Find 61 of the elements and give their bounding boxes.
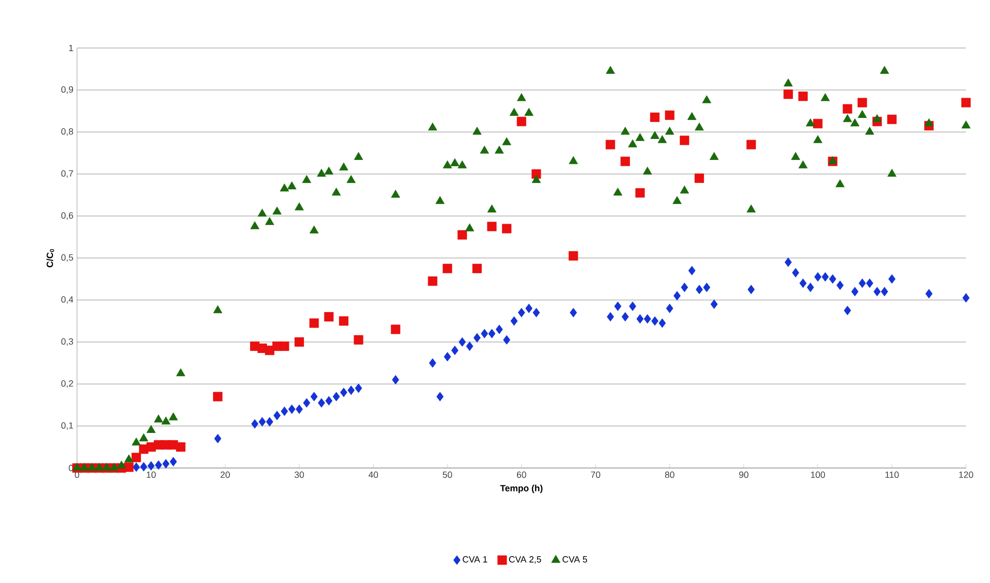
- x-tick-label: 10: [146, 472, 156, 478]
- point: [887, 114, 897, 124]
- point: [842, 104, 852, 114]
- y-axis-title: C/C$_{0}$: [46, 249, 54, 268]
- point: [502, 224, 512, 234]
- x-tick-label: 120: [959, 472, 974, 478]
- point: [961, 98, 971, 108]
- x-tick-label: 80: [665, 472, 674, 478]
- point: [124, 462, 134, 472]
- point: [176, 442, 186, 452]
- legend-label: CVA 1: [462, 556, 488, 563]
- y-tick-label: 0,1: [61, 422, 74, 430]
- x-tick-label: 40: [368, 472, 378, 478]
- point: [858, 98, 867, 108]
- legend-label: CVA 5: [562, 556, 588, 563]
- y-tick-label: 0,9: [61, 86, 74, 94]
- point: [309, 318, 319, 328]
- y-tick-label: 0,8: [61, 128, 74, 136]
- point: [324, 312, 334, 322]
- point: [620, 156, 630, 166]
- point: [472, 264, 482, 274]
- point: [280, 341, 290, 351]
- x-tick-label: 100: [811, 472, 825, 478]
- point: [680, 136, 690, 146]
- x-tick-label: 50: [442, 472, 452, 478]
- x-axis-title: Tempo (h): [500, 484, 542, 494]
- x-tick-label: 110: [885, 472, 899, 478]
- point: [798, 92, 808, 101]
- point: [294, 337, 304, 347]
- y-tick-label: 0,2: [61, 380, 74, 388]
- point: [516, 116, 526, 126]
- legend-label: CVA 2,5: [509, 556, 542, 564]
- point: [390, 324, 400, 334]
- y-tick-label: 1: [69, 44, 74, 52]
- x-tick-label: 60: [516, 472, 526, 478]
- point: [442, 264, 452, 274]
- point: [650, 112, 660, 122]
- y-tick-label: 0,7: [61, 170, 74, 178]
- point: [635, 188, 645, 198]
- x-tick-label: 30: [294, 472, 304, 478]
- point: [354, 335, 364, 345]
- y-tick-label: 0,4: [61, 296, 74, 304]
- point: [458, 230, 467, 240]
- point: [664, 110, 674, 120]
- point: [813, 118, 823, 128]
- x-tick-label: 90: [739, 472, 748, 478]
- point: [213, 392, 222, 402]
- point: [784, 89, 793, 99]
- point: [487, 222, 497, 232]
- y-tick-label: 0,5: [61, 254, 74, 262]
- point: [694, 173, 704, 183]
- y-tick-label: 0,6: [61, 212, 74, 220]
- x-tick-label: 20: [220, 472, 230, 478]
- point: [132, 452, 141, 462]
- point: [428, 276, 438, 286]
- x-tick-label: 70: [591, 472, 600, 478]
- point: [746, 140, 756, 150]
- point: [568, 251, 578, 261]
- y-tick-label: 0,3: [61, 338, 74, 346]
- point: [339, 316, 348, 326]
- point: [606, 140, 616, 150]
